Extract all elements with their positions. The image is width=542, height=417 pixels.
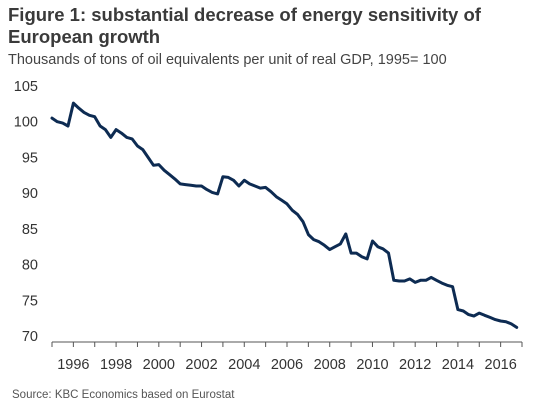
source-note: Source: KBC Economics based on Eurostat [12,389,235,401]
plot-area [50,101,519,329]
y-tick-label: 75 [22,293,38,309]
x-tick-label: 2000 [143,357,175,373]
x-tick-label: 2002 [185,357,217,373]
series-line-0 [50,101,519,329]
x-tick-label: 2016 [485,357,517,373]
y-tick-label: 70 [22,329,38,345]
y-axis-tick-labels: 70 75 80 85 90 95 100 105 [14,79,38,345]
x-tick-label: 1996 [57,357,89,373]
y-tick-label: 90 [22,186,38,202]
y-tick-label: 105 [14,79,38,95]
y-tick-label: 80 [22,258,38,274]
x-axis: 1996 1998 2000 2002 2004 2006 2008 2010 2012 2014… [51,341,523,373]
chart-subtitle: Thousands of tons of oil equivalents per… [8,52,447,68]
x-tick-label: 2006 [271,357,303,373]
y-tick-label: 85 [22,222,38,238]
y-tick-label: 95 [22,150,38,166]
x-tick-label: 2004 [228,357,260,373]
x-tick-label: 2012 [399,357,431,373]
y-tick-label: 100 [14,115,38,131]
chart-title: Figure 1: substantial decrease of energy… [8,4,481,47]
x-tick-label: 2010 [356,357,388,373]
x-tick-label: 1998 [100,357,132,373]
x-tick-label: 2008 [314,357,346,373]
x-tick-label: 2014 [442,357,474,373]
